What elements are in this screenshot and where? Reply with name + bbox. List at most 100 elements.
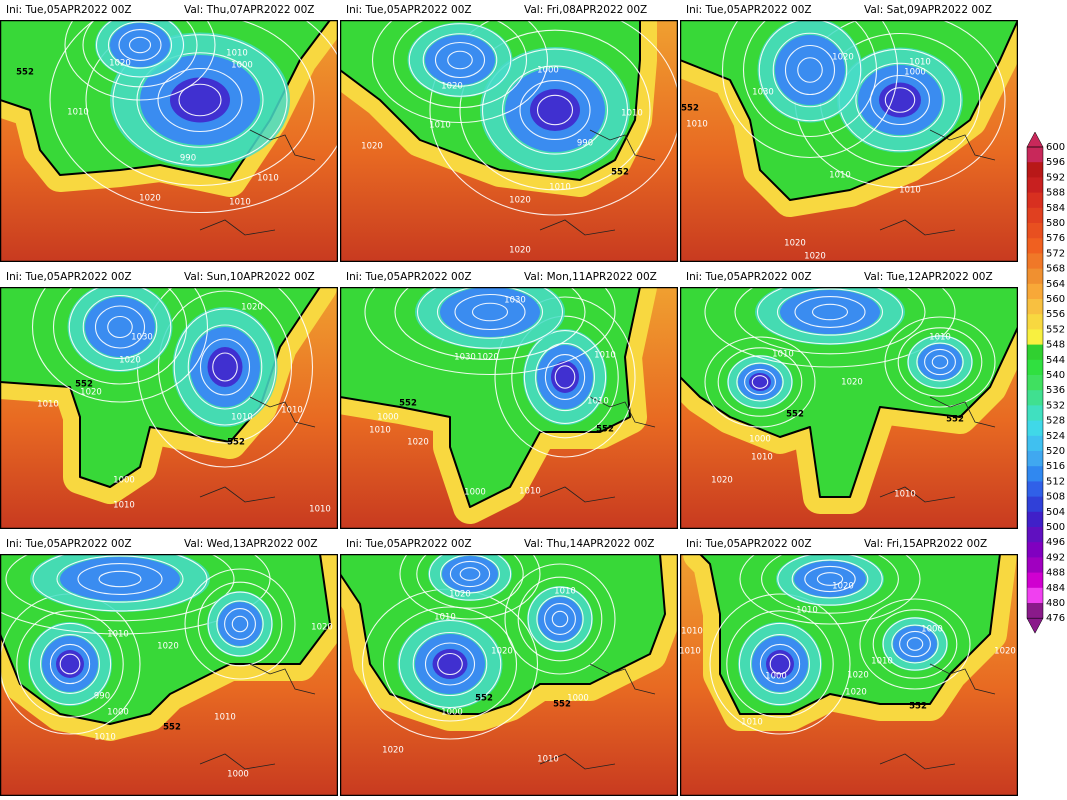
valid-time: Val: Fri,08APR2022 00Z [524, 4, 647, 16]
map-border [340, 554, 678, 796]
isobar [40, 634, 100, 694]
isobar [212, 352, 238, 382]
valid-time: Val: Mon,11APR2022 00Z [524, 271, 657, 283]
contour-label: 1010 [434, 613, 456, 623]
colorbar-swatch [1027, 207, 1043, 224]
coastline [199, 663, 316, 770]
contour-label: 1030 [504, 296, 526, 306]
colorbar-label: 548 [1046, 340, 1065, 351]
isobar [544, 354, 586, 400]
colorbar-label: 592 [1046, 172, 1065, 183]
contour-label: 1010 [751, 453, 773, 463]
isobar [811, 303, 849, 321]
colorbar-label: 488 [1046, 568, 1065, 579]
contour-label: 1000 [231, 61, 253, 71]
contour-label: 1030 [131, 333, 153, 343]
isobar [68, 287, 172, 372]
isobar [429, 20, 678, 216]
isobar [118, 29, 162, 61]
contour-label: 1000 [464, 488, 486, 498]
contour-label: 1020 [157, 642, 179, 652]
colorbar-swatch [1027, 390, 1043, 406]
contour-label: 1020 [784, 239, 806, 249]
colorbar-swatch [1027, 587, 1043, 604]
contour-label: 1000 [441, 708, 463, 718]
contour-label: 552 [909, 702, 927, 712]
panel: Ini: Tue,05APR2022 00Z Val: Sun,10APR2022… [0, 271, 338, 529]
colorbar-label: 476 [1046, 613, 1065, 624]
map-border [680, 554, 1018, 796]
contour-label: 1000 [537, 66, 559, 76]
isobar [859, 598, 971, 690]
isobar [416, 287, 564, 349]
isobar [28, 622, 112, 706]
map: 1010 1000 1020 552 1010 990 1010 1020 1010 [0, 20, 338, 262]
contour-label: 552 [399, 399, 417, 409]
contour-label: 1020 [449, 590, 471, 600]
contour-label: 1020 [832, 53, 854, 63]
colorbar-label: 560 [1046, 294, 1065, 305]
isobar [855, 62, 945, 138]
colorbar-label: 512 [1046, 476, 1065, 487]
colorbar-swatch [1027, 253, 1043, 270]
isobar [769, 653, 791, 675]
isobar [399, 554, 541, 620]
colorbar-label: 572 [1046, 248, 1065, 259]
contour-label: 1020 [139, 194, 161, 204]
isobar [216, 600, 264, 648]
coastline [879, 396, 996, 503]
colorbar-swatch [1027, 192, 1043, 209]
isobar [784, 44, 836, 96]
isobar [56, 555, 184, 603]
contour-label: 1020 [80, 388, 102, 398]
isobar [527, 586, 593, 652]
colorbar-label: 544 [1046, 355, 1065, 366]
isobar [536, 595, 584, 643]
contour-label: 1010 [257, 174, 279, 184]
contour-label: 1010 [309, 505, 331, 515]
isobar [157, 67, 243, 133]
isobar [422, 33, 498, 87]
colorbar-label: 484 [1046, 583, 1065, 594]
contour-label: 1010 [113, 501, 135, 511]
contour-label: 1010 [621, 109, 643, 119]
contour-label: 1010 [871, 657, 893, 667]
colorbar-swatch [1027, 603, 1043, 619]
contour-label: 552 [946, 415, 964, 425]
contour-label: 1020 [845, 688, 867, 698]
contour-label: 1020 [241, 303, 263, 313]
isobar [437, 652, 463, 676]
colorbar-swatch [1027, 542, 1043, 558]
init-time: Ini: Tue,05APR2022 00Z [686, 4, 812, 16]
isobar [382, 606, 518, 722]
colorbar-label: 520 [1046, 446, 1065, 457]
isobar [882, 617, 948, 671]
colorbar-swatch [1027, 299, 1043, 315]
valid-time: Val: Sat,09APR2022 00Z [864, 4, 992, 16]
contour-label: 1010 [587, 397, 609, 407]
contour-label: 990 [94, 692, 110, 702]
isobar [412, 631, 488, 697]
colorbar-swatch [1027, 496, 1043, 513]
contour-label: 552 [475, 694, 493, 704]
isobar [816, 572, 844, 586]
init-time: Ini: Tue,05APR2022 00Z [6, 4, 132, 16]
contour-label: 990 [180, 154, 196, 164]
valid-time: Val: Thu,07APR2022 00Z [184, 4, 314, 16]
contour-label: 1020 [311, 623, 333, 633]
contour-label: 1010 [554, 587, 576, 597]
colorbar-label: 556 [1046, 309, 1065, 320]
colorbar-label: 552 [1046, 324, 1065, 335]
isobar [173, 308, 277, 426]
colorbar-swatch [1027, 238, 1043, 254]
isobar [447, 50, 473, 70]
colorbar-label: 600 [1046, 142, 1065, 153]
colorbar-swatch [1027, 527, 1043, 543]
isobar [717, 347, 803, 417]
contour-label: 552 [227, 438, 245, 448]
colorbar-label: 588 [1046, 188, 1065, 199]
coastline [199, 396, 316, 503]
